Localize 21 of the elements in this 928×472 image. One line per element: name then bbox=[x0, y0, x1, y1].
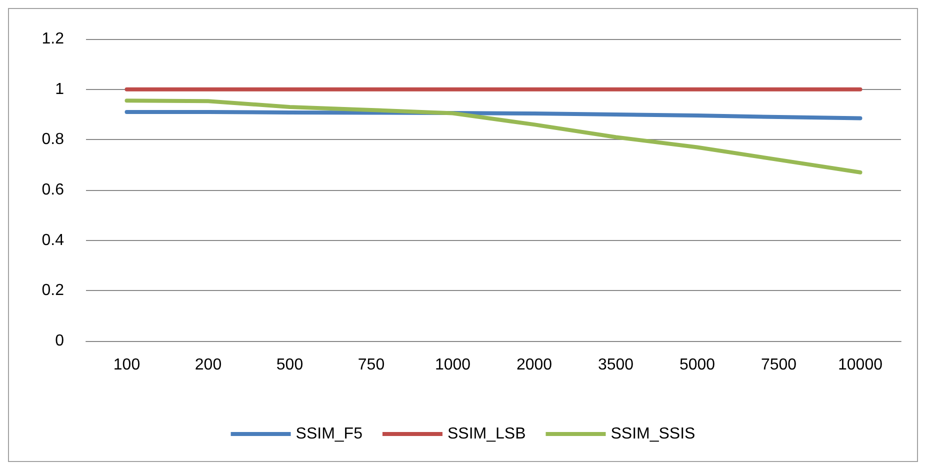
x-tick-label: 5000 bbox=[679, 356, 716, 374]
x-tick-label: 10000 bbox=[838, 356, 883, 374]
y-tick-label: 1 bbox=[55, 80, 64, 98]
legend-label: SSIM_SSIS bbox=[610, 426, 696, 442]
y-tick-label: 0.2 bbox=[42, 282, 64, 300]
y-tick-label: 0.8 bbox=[42, 131, 64, 148]
x-tick-label: 7500 bbox=[760, 356, 797, 374]
y-tick-label: 0.6 bbox=[42, 182, 64, 198]
line-series bbox=[124, 98, 862, 174]
x-tick-label: 500 bbox=[276, 356, 304, 374]
legend-label: SSIM_F5 bbox=[296, 426, 363, 442]
y-tick-label: 0 bbox=[55, 332, 64, 350]
x-tick-label: 200 bbox=[194, 356, 222, 374]
x-tick-label: 2000 bbox=[516, 356, 552, 374]
x-tick-label: 1000 bbox=[434, 356, 471, 374]
x-tick-label: 750 bbox=[358, 356, 385, 374]
legend-label: SSIM_LSB bbox=[447, 426, 526, 442]
x-tick-label: 3500 bbox=[598, 356, 634, 374]
x-tick-label: 100 bbox=[113, 356, 140, 374]
y-tick-label: 0.4 bbox=[42, 232, 64, 249]
y-tick-label: 1.2 bbox=[42, 30, 64, 48]
